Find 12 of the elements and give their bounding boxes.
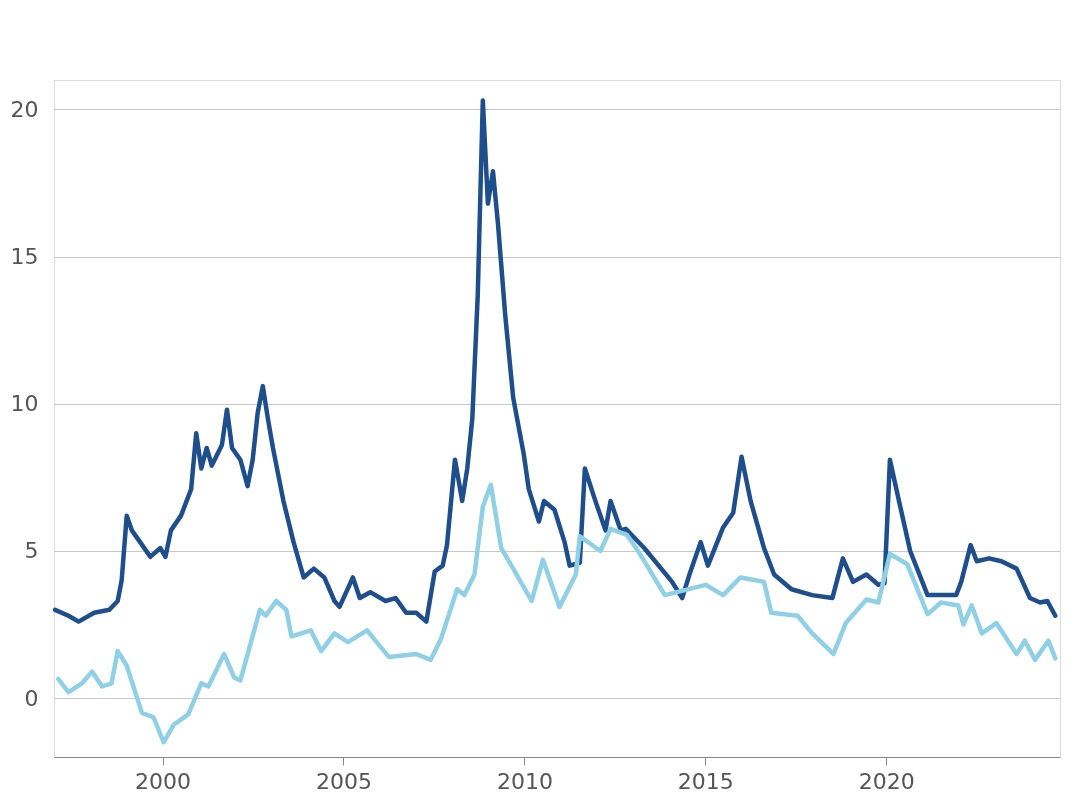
x-tick-label: 2005	[316, 768, 372, 794]
x-tick-label: 2020	[858, 768, 915, 794]
x-tick-label: 2015	[677, 768, 734, 794]
y-tick-label: 0	[24, 685, 39, 711]
line-series	[52, 98, 1058, 624]
y-tick-label: 20	[10, 96, 39, 122]
y-tick-label: 15	[10, 244, 39, 270]
y-tick-label: 5	[24, 538, 39, 564]
y-tick-label: 10	[10, 391, 39, 417]
x-tick-label: 2000	[135, 768, 192, 794]
x-tick-label: 2010	[496, 768, 553, 794]
line-series	[56, 482, 1058, 745]
